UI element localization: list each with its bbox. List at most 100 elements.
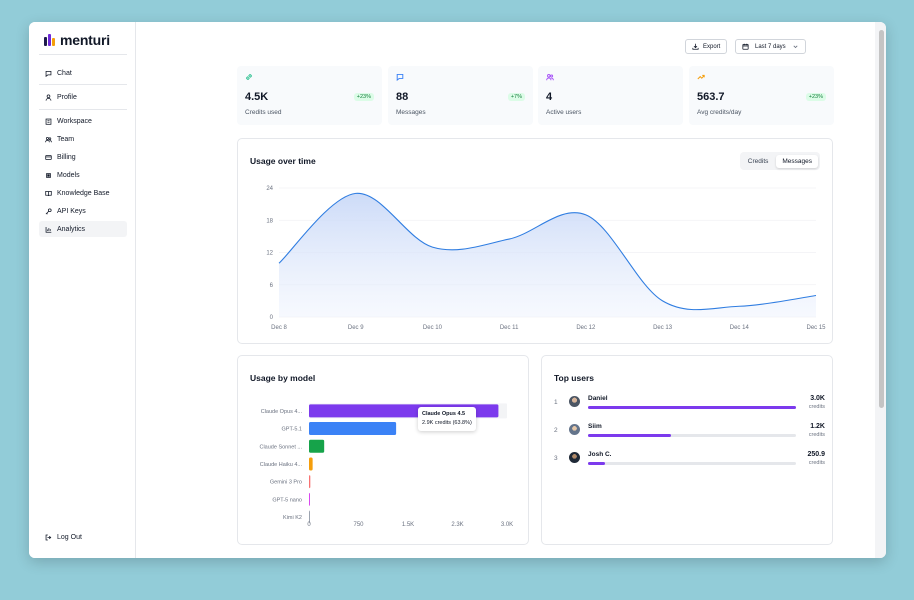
- toggle-credits[interactable]: Credits: [747, 157, 769, 165]
- sidebar-item-workspace[interactable]: Workspace: [39, 113, 127, 129]
- x-tick-label: 0: [307, 522, 311, 528]
- stat-card-avg-credits: 563.7 Avg credits/day +23%: [689, 66, 834, 125]
- user-row[interactable]: 1 Daniel 3.0K credits: [554, 395, 825, 415]
- usage-bar: [588, 406, 796, 409]
- x-tick-label: Dec 15: [806, 325, 826, 331]
- area-fill: [279, 193, 816, 317]
- sidebar-item-models[interactable]: Models: [39, 167, 127, 183]
- calendar-icon: [742, 43, 749, 50]
- bar: [309, 492, 310, 506]
- stat-value: 88: [396, 91, 409, 103]
- usage-bar-fill: [588, 462, 606, 465]
- avatar: [569, 452, 580, 463]
- brand-name: menturi: [60, 32, 110, 48]
- download-icon: [692, 43, 699, 50]
- sidebar-item-label: Workspace: [57, 117, 92, 125]
- usage-bar-fill: [588, 406, 796, 409]
- sidebar-item-knowledge-base[interactable]: Knowledge Base: [39, 185, 127, 201]
- series-line-messages: [278, 192, 817, 311]
- usage-by-model-card: Usage by model Claude Opus 4... GPT-5.1 Cl…: [237, 355, 529, 545]
- bar: [309, 457, 313, 471]
- stat-label: Avg credits/day: [697, 109, 742, 116]
- book-icon: [45, 190, 52, 196]
- user-row[interactable]: 2 Siim 1.2K credits: [554, 423, 825, 443]
- credits-unit: credits: [808, 460, 825, 466]
- trend-icon: [697, 74, 705, 80]
- sidebar-item-chat[interactable]: Chat: [39, 65, 127, 81]
- avatar: [569, 424, 580, 435]
- x-tick-label: Dec 10: [423, 325, 443, 331]
- user-credits: 3.0K: [810, 395, 825, 402]
- link-icon: [246, 74, 252, 80]
- stat-value: 4.5K: [245, 91, 269, 103]
- credit-card-icon: [45, 154, 52, 160]
- usage-over-time-card: Usage over time Credits Messages 0 6 12 18 2…: [237, 138, 833, 344]
- sidebar-item-team[interactable]: Team: [39, 131, 127, 147]
- usage-bar: [588, 434, 796, 437]
- x-tick-label: 2.3K: [451, 522, 463, 528]
- y-category-label: GPT-5.1: [282, 427, 302, 433]
- top-users-card: Top users 1 Daniel 3.0K credits 2 Siim 1…: [541, 355, 833, 545]
- x-tick-label: Dec 9: [348, 325, 364, 331]
- stat-label: Messages: [396, 109, 426, 116]
- sidebar-item-billing[interactable]: Billing: [39, 149, 127, 165]
- x-tick-label: Dec 11: [500, 325, 519, 331]
- sidebar-item-profile[interactable]: Profile: [39, 89, 127, 105]
- sidebar-item-logout[interactable]: Log Out: [39, 529, 127, 545]
- toggle-messages[interactable]: Messages: [776, 154, 818, 168]
- building-icon: [45, 118, 52, 125]
- bar: [309, 422, 397, 436]
- x-tick-label: Dec 14: [730, 325, 750, 331]
- x-tick-label: 750: [353, 522, 364, 528]
- message-icon: [396, 73, 404, 81]
- avatar: [569, 396, 580, 407]
- chevron-down-icon: [793, 45, 798, 49]
- logout-icon: [45, 534, 52, 540]
- sidebar-item-analytics[interactable]: Analytics: [39, 221, 127, 237]
- card-title: Top users: [554, 373, 594, 383]
- sidebar-item-label: Models: [57, 171, 80, 179]
- scrollbar[interactable]: [875, 22, 886, 558]
- divider: [39, 54, 127, 55]
- chat-icon: [45, 70, 52, 77]
- logo-mark-icon: [44, 34, 55, 46]
- credits-unit: credits: [808, 432, 825, 438]
- model-bar-chart: Claude Opus 4... GPT-5.1 Claude Sonnet ...…: [259, 403, 513, 528]
- usage-line-chart: 0 6 12 18 24 Dec 8 Dec 9 Dec 10 Dec 11 Dec 12 Dec …: [266, 186, 826, 331]
- date-range-label: Last 7 days: [755, 43, 786, 50]
- stat-label: Active users: [546, 109, 582, 116]
- card-title: Usage over time: [250, 156, 316, 166]
- y-tick-label: 18: [266, 218, 273, 224]
- y-tick-label: 6: [270, 283, 274, 289]
- y-tick-label: 0: [270, 315, 274, 321]
- divider: [39, 84, 127, 85]
- stat-card-credits: 4.5K Credits used +23%: [237, 66, 382, 125]
- metric-toggle: Credits Messages: [739, 152, 820, 170]
- y-category-label: Claude Opus 4...: [261, 409, 303, 415]
- brand-logo[interactable]: menturi: [44, 32, 110, 48]
- user-rank: 1: [554, 399, 558, 406]
- key-icon: [45, 207, 52, 214]
- user-row[interactable]: 3 Josh C. 250.9 credits: [554, 451, 825, 471]
- user-name: Josh C.: [588, 451, 612, 458]
- stat-label: Credits used: [245, 109, 282, 116]
- y-tick-label: 12: [266, 251, 273, 257]
- export-button[interactable]: Export: [685, 39, 728, 54]
- app-window: menturi Chat Profile Workspace Team Bill…: [29, 22, 886, 558]
- stat-card-messages: 88 Messages +7%: [388, 66, 533, 125]
- sidebar-item-label: Team: [57, 135, 75, 143]
- bar: [309, 475, 311, 489]
- date-range-select[interactable]: Last 7 days: [735, 39, 806, 54]
- y-category-label: Kimi K2: [283, 515, 302, 521]
- sidebar-item-api-keys[interactable]: API Keys: [39, 203, 127, 219]
- scrollbar-thumb[interactable]: [879, 30, 884, 408]
- users-icon: [546, 74, 554, 81]
- credits-unit: credits: [808, 404, 825, 410]
- main-content: Export Last 7 days 4.5K Credits used +23…: [137, 22, 875, 558]
- sidebar-item-label: Log Out: [57, 533, 82, 541]
- user-rank: 3: [554, 455, 558, 462]
- sidebar: menturi Chat Profile Workspace Team Bill…: [29, 22, 136, 558]
- x-tick-label: 1.5K: [402, 522, 414, 528]
- change-badge: +23%: [353, 93, 374, 101]
- divider: [39, 109, 127, 110]
